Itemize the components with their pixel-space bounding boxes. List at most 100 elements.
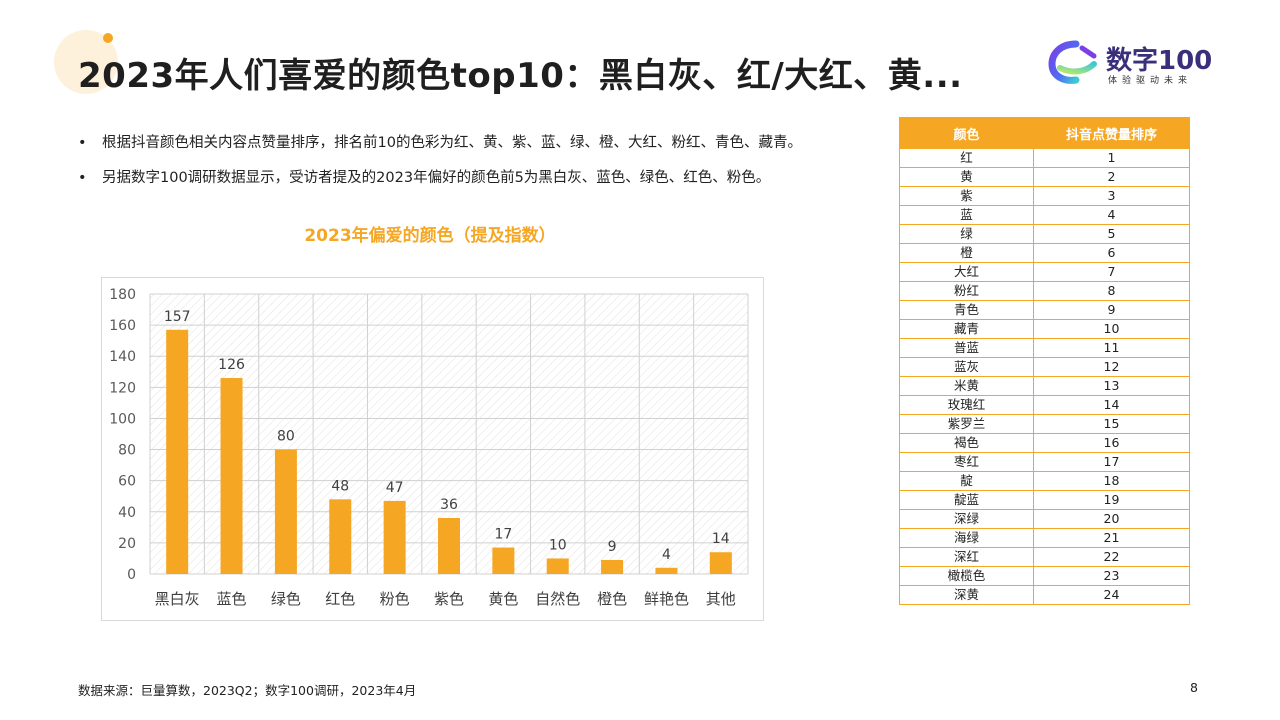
bullet-text: 另据数字100调研数据显示，受访者提及的2023年偏好的颜色前5为黑白灰、蓝色、… — [102, 170, 771, 186]
table-cell-rank: 23 — [1033, 566, 1190, 586]
x-tick-label: 橙色 — [597, 590, 627, 608]
bar-chart: 0 20 40 60 80 100 120 140 160 180 157 黑白灰 126 蓝色 80 绿色 4… — [101, 277, 764, 621]
y-tick-label: 60 — [118, 474, 136, 490]
bar-chart-svg: 0 20 40 60 80 100 120 140 160 180 157 黑白灰 126 蓝色 80 绿色 4… — [109, 287, 749, 608]
data-label: 36 — [440, 497, 458, 513]
table-cell-rank: 6 — [1033, 243, 1190, 263]
table-row: 靛 18 — [899, 471, 1190, 491]
table-cell-color: 深红 — [899, 547, 1034, 567]
table-cell-rank: 21 — [1033, 528, 1190, 548]
y-tick-label: 180 — [109, 287, 136, 303]
bar — [438, 518, 460, 574]
table-row: 蓝灰 12 — [899, 357, 1190, 377]
table-cell-color: 蓝灰 — [899, 357, 1034, 377]
y-tick-label: 120 — [109, 380, 136, 396]
table-row: 枣红 17 — [899, 452, 1190, 472]
table-cell-color: 紫 — [899, 186, 1034, 206]
y-tick-label: 0 — [127, 567, 136, 583]
data-label: 126 — [218, 357, 245, 373]
bullet-marker: • — [78, 135, 87, 151]
bar — [329, 499, 352, 574]
table-row: 普蓝 11 — [899, 338, 1190, 358]
data-label: 47 — [386, 480, 404, 496]
table-cell-rank: 11 — [1033, 338, 1190, 358]
x-tick-label: 红色 — [325, 590, 355, 608]
table-cell-rank: 24 — [1033, 585, 1190, 605]
bullet-list: • 根据抖音颜色相关内容点赞量排序，排名前10的色彩为红、黄、紫、蓝、绿、橙、大… — [78, 132, 802, 202]
table-cell-rank: 8 — [1033, 281, 1190, 301]
data-label: 157 — [164, 309, 191, 325]
bar — [220, 378, 243, 574]
table-cell-rank: 1 — [1033, 148, 1190, 168]
header-color: 颜色 — [899, 117, 1034, 149]
table-cell-color: 蓝 — [899, 205, 1034, 225]
table-cell-color: 黄 — [899, 167, 1034, 187]
table-row: 玫瑰红 14 — [899, 395, 1190, 415]
y-tick-label: 20 — [118, 536, 136, 552]
table-cell-color: 红 — [899, 148, 1034, 168]
table-cell-rank: 13 — [1033, 376, 1190, 396]
table-cell-rank: 4 — [1033, 205, 1190, 225]
table-row: 大红 7 — [899, 262, 1190, 282]
table-cell-color: 枣红 — [899, 452, 1034, 472]
y-tick-label: 100 — [109, 411, 136, 427]
data-label: 80 — [277, 429, 295, 445]
x-tick-label: 蓝色 — [217, 590, 247, 608]
table-row: 藏青 10 — [899, 319, 1190, 339]
table-row: 深红 22 — [899, 547, 1190, 567]
table-cell-rank: 22 — [1033, 547, 1190, 567]
table-cell-rank: 15 — [1033, 414, 1190, 434]
table-row: 海绿 21 — [899, 528, 1190, 548]
brand-logo: 数字100 体验驱动未来 — [1046, 38, 1216, 88]
table-cell-rank: 17 — [1033, 452, 1190, 472]
decorative-dot — [103, 33, 113, 43]
table-cell-color: 橙 — [899, 243, 1034, 263]
table-cell-color: 绿 — [899, 224, 1034, 244]
x-tick-label: 黑白灰 — [155, 590, 200, 608]
table-cell-rank: 7 — [1033, 262, 1190, 282]
bullet-text: 根据抖音颜色相关内容点赞量排序，排名前10的色彩为红、黄、紫、蓝、绿、橙、大红、… — [102, 135, 802, 151]
bar — [709, 552, 732, 574]
table-cell-color: 深绿 — [899, 509, 1034, 529]
bar — [166, 329, 189, 574]
page-number: 8 — [1190, 680, 1198, 695]
logo-name: 数字100 — [1106, 46, 1213, 76]
data-label: 48 — [331, 478, 349, 494]
table-cell-rank: 14 — [1033, 395, 1190, 415]
table-cell-color: 青色 — [899, 300, 1034, 320]
y-tick-label: 160 — [109, 318, 136, 334]
data-label: 10 — [549, 537, 567, 553]
table-cell-color: 粉红 — [899, 281, 1034, 301]
y-tick-label: 80 — [118, 443, 136, 459]
x-tick-label: 其他 — [706, 590, 736, 608]
y-tick-label: 140 — [109, 349, 136, 365]
table-cell-rank: 20 — [1033, 509, 1190, 529]
table-cell-color: 褐色 — [899, 433, 1034, 453]
table-row: 橄榄色 23 — [899, 566, 1190, 586]
table-cell-color: 藏青 — [899, 319, 1034, 339]
chart-title: 2023年偏爱的颜色（提及指数） — [304, 226, 556, 246]
logo-mark-icon — [1048, 40, 1097, 84]
data-label: 4 — [662, 547, 671, 563]
table-cell-color: 橄榄色 — [899, 566, 1034, 586]
table-row: 紫罗兰 15 — [899, 414, 1190, 434]
table-cell-rank: 12 — [1033, 357, 1190, 377]
header-rank: 抖音点赞量排序 — [1033, 117, 1190, 149]
data-label: 14 — [712, 531, 730, 547]
x-tick-label: 黄色 — [488, 590, 518, 608]
table-cell-rank: 18 — [1033, 471, 1190, 491]
table-cell-color: 靛 — [899, 471, 1034, 491]
bullet-marker: • — [78, 170, 87, 186]
x-tick-label: 绿色 — [271, 590, 301, 608]
bar — [601, 560, 624, 574]
table-row: 青色 9 — [899, 300, 1190, 320]
table-cell-color: 靛蓝 — [899, 490, 1034, 510]
table-cell-rank: 10 — [1033, 319, 1190, 339]
data-label: 17 — [494, 527, 512, 543]
table-cell-color: 玫瑰红 — [899, 395, 1034, 415]
bullet-item: • 根据抖音颜色相关内容点赞量排序，排名前10的色彩为红、黄、紫、蓝、绿、橙、大… — [78, 132, 802, 154]
y-tick-label: 40 — [118, 505, 136, 521]
